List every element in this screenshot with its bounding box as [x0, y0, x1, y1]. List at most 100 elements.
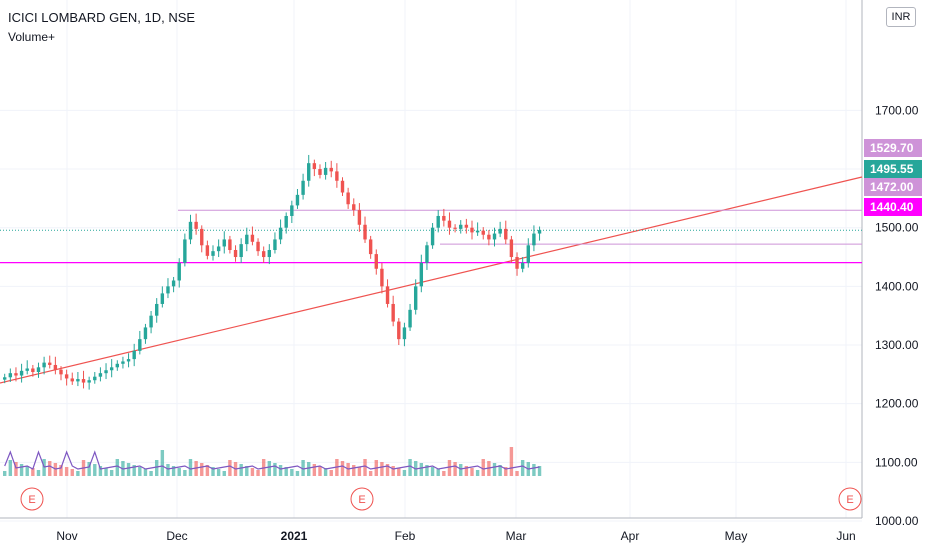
- x-tick-label: Dec: [166, 529, 187, 543]
- candle-body: [312, 163, 317, 170]
- candle-body: [256, 241, 260, 252]
- candle-body: [93, 376, 97, 381]
- volume-bar: [160, 450, 165, 476]
- volume-bar: [222, 471, 226, 476]
- volume-bar: [470, 468, 474, 476]
- volume-bar: [357, 467, 362, 476]
- candle-body: [177, 262, 181, 281]
- volume-bar: [183, 470, 187, 476]
- candle-body: [318, 169, 322, 175]
- candle-body: [408, 309, 412, 328]
- candle-body: [380, 268, 384, 287]
- candle-body: [498, 228, 502, 234]
- price-label-text: 1472.00: [870, 180, 914, 194]
- volume-bar: [481, 459, 485, 476]
- candle-body: [323, 167, 328, 175]
- candle-body: [526, 245, 530, 263]
- trendline: [0, 176, 863, 384]
- candle-body: [464, 224, 469, 228]
- candle-body: [200, 228, 204, 246]
- volume-bar: [307, 462, 311, 476]
- earnings-marker: [838, 487, 862, 511]
- volume-bar: [171, 466, 176, 476]
- currency-badge[interactable]: INR: [886, 7, 916, 27]
- candle-body: [295, 194, 300, 206]
- candle-body: [25, 368, 29, 371]
- volume-bar: [188, 459, 193, 476]
- volume-bar: [475, 470, 480, 476]
- candle-body: [59, 369, 63, 375]
- volume-bar: [453, 462, 457, 476]
- volume-bar: [19, 464, 24, 476]
- candle-body: [233, 249, 238, 258]
- candle-body: [301, 180, 305, 195]
- volume-bar: [104, 468, 108, 476]
- y-tick-label: 1400.00: [875, 279, 919, 293]
- candle-body: [363, 224, 367, 240]
- candle-body: [284, 215, 288, 228]
- y-tick-label: 1200.00: [875, 397, 919, 411]
- price-label-box: [864, 160, 922, 178]
- volume-bar: [76, 471, 80, 476]
- candle-body: [329, 167, 333, 172]
- volume-bar: [532, 464, 536, 476]
- volume-bar: [126, 463, 131, 476]
- candle-body: [87, 380, 91, 383]
- volume-bar: [87, 462, 91, 476]
- price-label-text: 1440.40: [870, 200, 914, 214]
- candle-body: [149, 315, 153, 328]
- volume-bar: [459, 464, 463, 476]
- volume-bar: [48, 461, 52, 476]
- candle-body: [385, 286, 390, 304]
- y-tick-label: 1500.00: [875, 221, 919, 235]
- volume-bar: [200, 463, 204, 476]
- x-tick-label: Jun: [836, 529, 855, 543]
- x-tick-label: Apr: [621, 529, 640, 543]
- candle-body: [413, 286, 418, 310]
- volume-bar: [492, 463, 497, 476]
- candle-body: [487, 234, 491, 240]
- volume-bar: [211, 467, 215, 476]
- candle-body: [121, 361, 125, 364]
- candle-body: [537, 230, 542, 234]
- candle-body: [419, 262, 424, 287]
- candle-body: [307, 163, 311, 181]
- volume-bar: [515, 471, 519, 476]
- candle-body: [64, 374, 69, 379]
- candle-body: [447, 220, 452, 228]
- volume-bar: [436, 469, 440, 476]
- candle-body: [430, 227, 435, 246]
- volume-bar: [228, 460, 232, 476]
- x-tick-label: 2021: [281, 529, 308, 543]
- candle-body: [245, 234, 249, 245]
- candle-body: [391, 303, 395, 322]
- volume-bar: [256, 470, 260, 476]
- volume-bar: [149, 471, 153, 476]
- candle-body: [475, 230, 480, 233]
- candle-body: [188, 221, 193, 240]
- volume-indicator-label[interactable]: Volume+: [8, 30, 56, 44]
- symbol-title: ICICI LOMBARD GEN, 1D, NSE: [8, 10, 196, 25]
- candle-body: [250, 234, 255, 242]
- volume-bar: [138, 467, 142, 476]
- candle-body: [138, 339, 142, 351]
- volume-bar: [504, 467, 508, 476]
- volume-bar: [340, 461, 345, 476]
- volume-bar: [290, 469, 294, 476]
- volume-bar: [425, 465, 429, 476]
- candle-body: [397, 321, 401, 340]
- candle-body: [166, 286, 170, 294]
- volume-bar: [132, 465, 136, 476]
- y-tick-label: 1300.00: [875, 338, 919, 352]
- volume-bar: [368, 471, 373, 476]
- candle-body: [143, 327, 148, 340]
- candle-body: [19, 370, 24, 376]
- candle-body: [228, 239, 232, 250]
- candle-body: [504, 228, 508, 240]
- candle-body: [48, 362, 52, 365]
- candle-body: [267, 249, 272, 258]
- candle-body: [239, 244, 243, 258]
- volume-bar: [3, 471, 7, 476]
